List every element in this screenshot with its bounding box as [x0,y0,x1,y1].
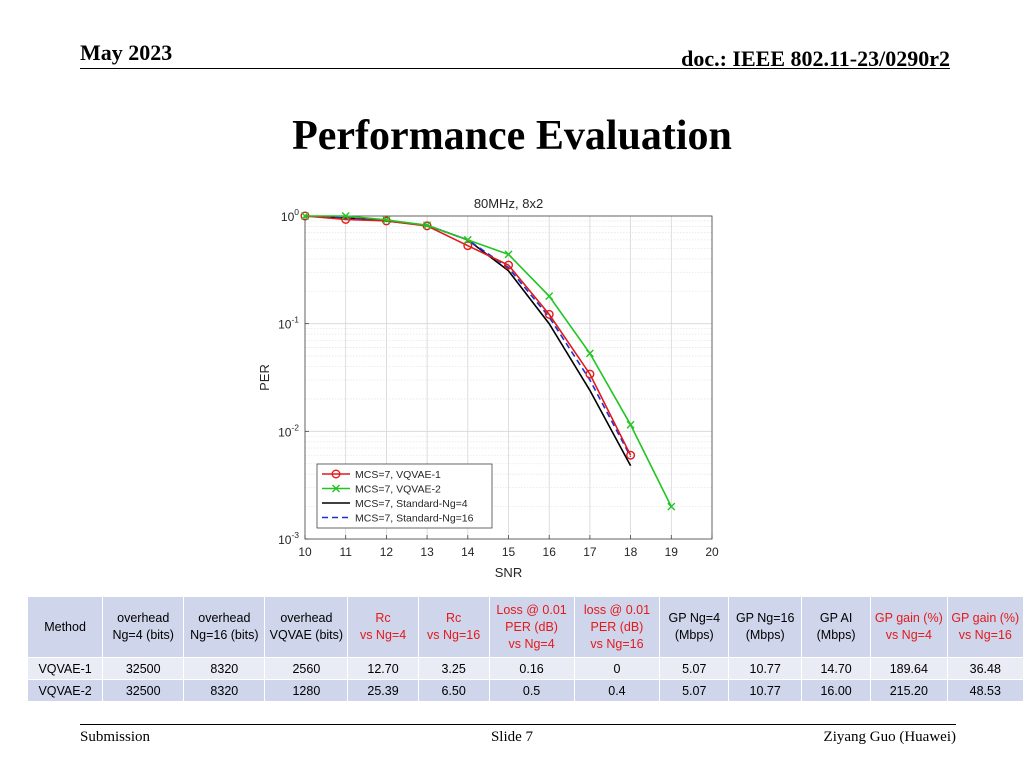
results-table: Method overhead Ng=4 (bits) overhead Ng=16 (… [26,596,1024,702]
series-2-point [423,221,432,230]
series-1-point [504,260,514,270]
series-2-point [667,502,676,511]
x-tick-label: 19 [665,545,679,559]
slide-title: Performance Evaluation [292,113,732,159]
series-2-point [341,212,350,220]
table-cell: 189.64 [870,657,948,680]
header-rule [80,68,950,69]
table-cell: 10.77 [728,679,803,702]
series-2-point [463,235,472,244]
table-cell: 8320 [183,679,266,702]
table-cell: 32500 [102,679,185,702]
table-cell: 10.77 [728,657,803,680]
x-tick-label: 14 [461,545,475,559]
x-tick-label: 15 [502,545,516,559]
table-header-cell: GP gain (%) vs Ng=16 [946,596,1024,658]
table-header-cell: GP gain (%) vs Ng=4 [870,596,948,658]
y-tick-label: 10-2 [278,422,299,439]
y-axis-label: PER [257,364,272,391]
table-cell: 0.4 [573,679,661,702]
x-tick-label: 20 [705,545,719,559]
table-cell: 3.25 [417,657,490,680]
table-cell: 8320 [183,657,266,680]
x-tick-label: 18 [624,545,638,559]
footer-slide-number: Slide 7 [490,729,534,745]
table-cell: 215.20 [870,679,948,702]
table-cell: 0 [573,657,661,680]
table-cell: 48.53 [946,679,1024,702]
x-tick-label: 12 [380,545,394,559]
legend-label: MCS=7, Standard-Ng=4 [355,498,468,510]
series-1-point [626,450,636,460]
series-2-point [504,250,513,259]
table-header-cell: GP Ng=16 (Mbps) [728,596,803,658]
table-header-cell: loss @ 0.01 PER (dB) vs Ng=16 [573,596,661,658]
footer-rule [80,724,956,725]
table-cell: 5.07 [659,657,730,680]
series-2-point [626,420,635,429]
x-tick-label: 17 [583,545,597,559]
legend-label: MCS=7, VQVAE-1 [355,469,441,481]
series-1-point [544,309,554,319]
y-tick-label: 100 [281,207,299,224]
table-cell: 2560 [264,657,349,680]
series-2-point [545,292,554,301]
table-cell: 32500 [102,657,185,680]
x-axis-label: SNR [495,565,522,580]
table-header-cell: Method [26,596,104,658]
series-2-point [585,349,594,358]
table-cell: 36.48 [946,657,1024,680]
x-tick-label: 13 [420,545,434,559]
y-tick-label: 10-1 [278,315,299,332]
series-2-point [382,215,391,224]
table-header-cell: Loss @ 0.01 PER (dB) vs Ng=4 [488,596,575,658]
table-row: VQVAE-1 32500 8320 2560 12.70 3.25 0.16 0 5.07 10… [26,657,1024,680]
footer-submission: Submission [80,729,151,745]
table-header-cell: Rc vs Ng=4 [347,596,419,658]
series-1-point [463,241,473,251]
table-cell: VQVAE-1 [26,657,104,680]
table-cell: 1280 [264,679,349,702]
table-header-cell: GP AI (Mbps) [801,596,872,658]
legend-marker [332,484,340,493]
header-date: May 2023 [80,40,173,65]
series-line-2 [305,215,673,507]
series-line-1 [304,215,632,456]
table-header-cell: overhead Ng=16 (bits) [183,596,266,658]
table-cell: 14.70 [801,657,872,680]
x-tick-label: 11 [339,545,352,559]
table-cell: 16.00 [801,679,872,702]
chart-title: 80MHz, 8x2 [474,196,543,211]
footer-author: Ziyang Guo (Huawei) [823,729,956,745]
table-row: VQVAE-2 32500 8320 1280 25.39 6.50 0.5 0.4 5.07 1… [26,679,1024,702]
legend-label: MCS=7, Standard-Ng=16 [355,513,474,525]
table-header-cell: overhead VQVAE (bits) [264,596,349,658]
table-cell: 0.16 [488,657,575,680]
x-tick-label: 16 [543,545,557,559]
table-header-cell: overhead Ng=4 (bits) [102,596,185,658]
header-doc-id: doc.: IEEE 802.11-23/0290r2 [681,46,950,71]
per-vs-snr-chart: 10 11 12 13 14 15 16 17 18 19 20 100 10-1 10-2 10-3 80M… [257,196,719,580]
table-header-cell: GP Ng=4 (Mbps) [659,596,730,658]
legend-label: MCS=7, VQVAE-2 [355,484,441,496]
series-2-point [301,212,309,220]
legend-marker [331,469,341,479]
table-header-row: Method overhead Ng=4 (bits) overhead Ng=16 (… [26,596,1024,658]
series-1-point [585,369,595,379]
table-cell: 25.39 [347,679,419,702]
x-tick-label: 10 [298,545,312,559]
table-cell: 0.5 [488,679,575,702]
table-cell: VQVAE-2 [26,679,104,702]
y-tick-label: 10-3 [278,530,299,547]
table-cell: 12.70 [347,657,419,680]
table-header-cell: Rc vs Ng=16 [417,596,490,658]
table-cell: 5.07 [659,679,730,702]
table-cell: 6.50 [417,679,490,702]
